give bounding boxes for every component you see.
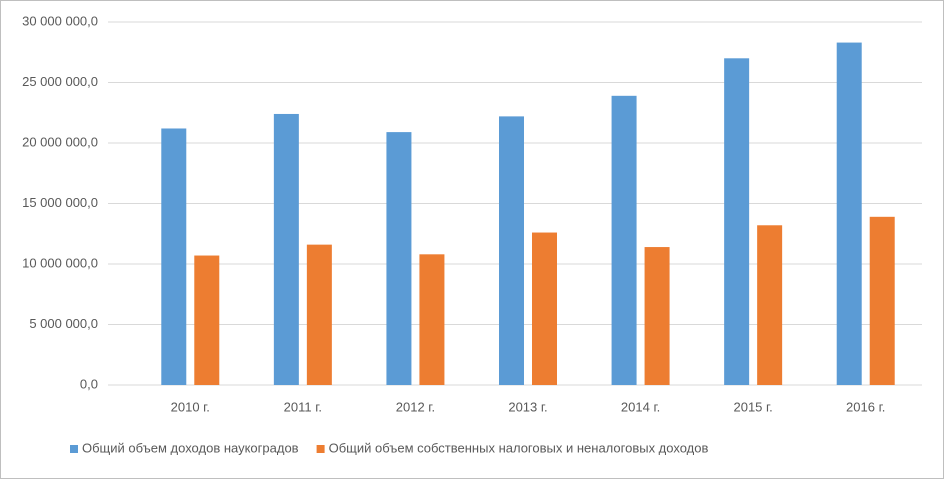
- bar: [532, 232, 557, 385]
- bar: [194, 255, 220, 385]
- y-tick-label: 30 000 000,0: [22, 13, 98, 28]
- bar: [499, 116, 524, 385]
- bar: [869, 216, 895, 385]
- bar: [386, 132, 412, 385]
- y-tick-label: 0,0: [80, 376, 98, 391]
- x-tick-label: 2015 г.: [733, 399, 772, 414]
- legend-label: Общий объем доходов наукоградов: [82, 440, 299, 455]
- x-tick-label: 2016 г.: [846, 399, 885, 414]
- bar: [306, 244, 332, 385]
- x-tick-label: 2014 г.: [621, 399, 660, 414]
- bar: [611, 95, 637, 385]
- bar: [273, 113, 299, 386]
- x-tick-label: 2010 г.: [171, 399, 210, 414]
- legend-label: Общий объем собственных налоговых и нена…: [329, 440, 709, 455]
- legend-swatch: [316, 445, 325, 453]
- legend-swatch: [70, 445, 78, 453]
- x-tick-label: 2011 г.: [284, 399, 322, 414]
- y-tick-label: 10 000 000,0: [22, 255, 98, 270]
- bar: [644, 247, 670, 385]
- bar: [419, 254, 445, 385]
- bar: [161, 128, 187, 386]
- y-tick-label: 15 000 000,0: [22, 195, 98, 210]
- y-tick-label: 20 000 000,0: [22, 134, 98, 149]
- y-tick-label: 25 000 000,0: [22, 74, 98, 89]
- bar: [836, 42, 862, 385]
- x-tick-label: 2013 г.: [508, 399, 547, 414]
- y-tick-label: 5 000 000,0: [29, 316, 98, 331]
- bar: [724, 58, 750, 386]
- bar: [757, 225, 783, 385]
- x-tick-label: 2012 г.: [396, 399, 435, 414]
